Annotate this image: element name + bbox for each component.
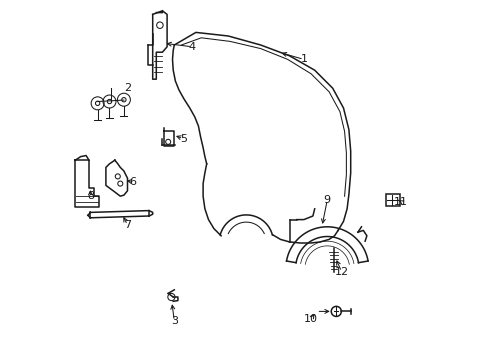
Text: 5: 5: [180, 134, 186, 144]
Text: 4: 4: [188, 42, 196, 52]
Text: 10: 10: [304, 314, 318, 324]
Text: 9: 9: [323, 195, 330, 205]
Text: 7: 7: [123, 220, 131, 230]
Text: 3: 3: [170, 316, 178, 326]
Text: 8: 8: [87, 191, 94, 201]
Text: 12: 12: [334, 267, 348, 277]
Text: 11: 11: [393, 197, 407, 207]
Text: 2: 2: [123, 83, 131, 93]
Text: 1: 1: [300, 54, 307, 64]
Text: 6: 6: [129, 177, 136, 187]
